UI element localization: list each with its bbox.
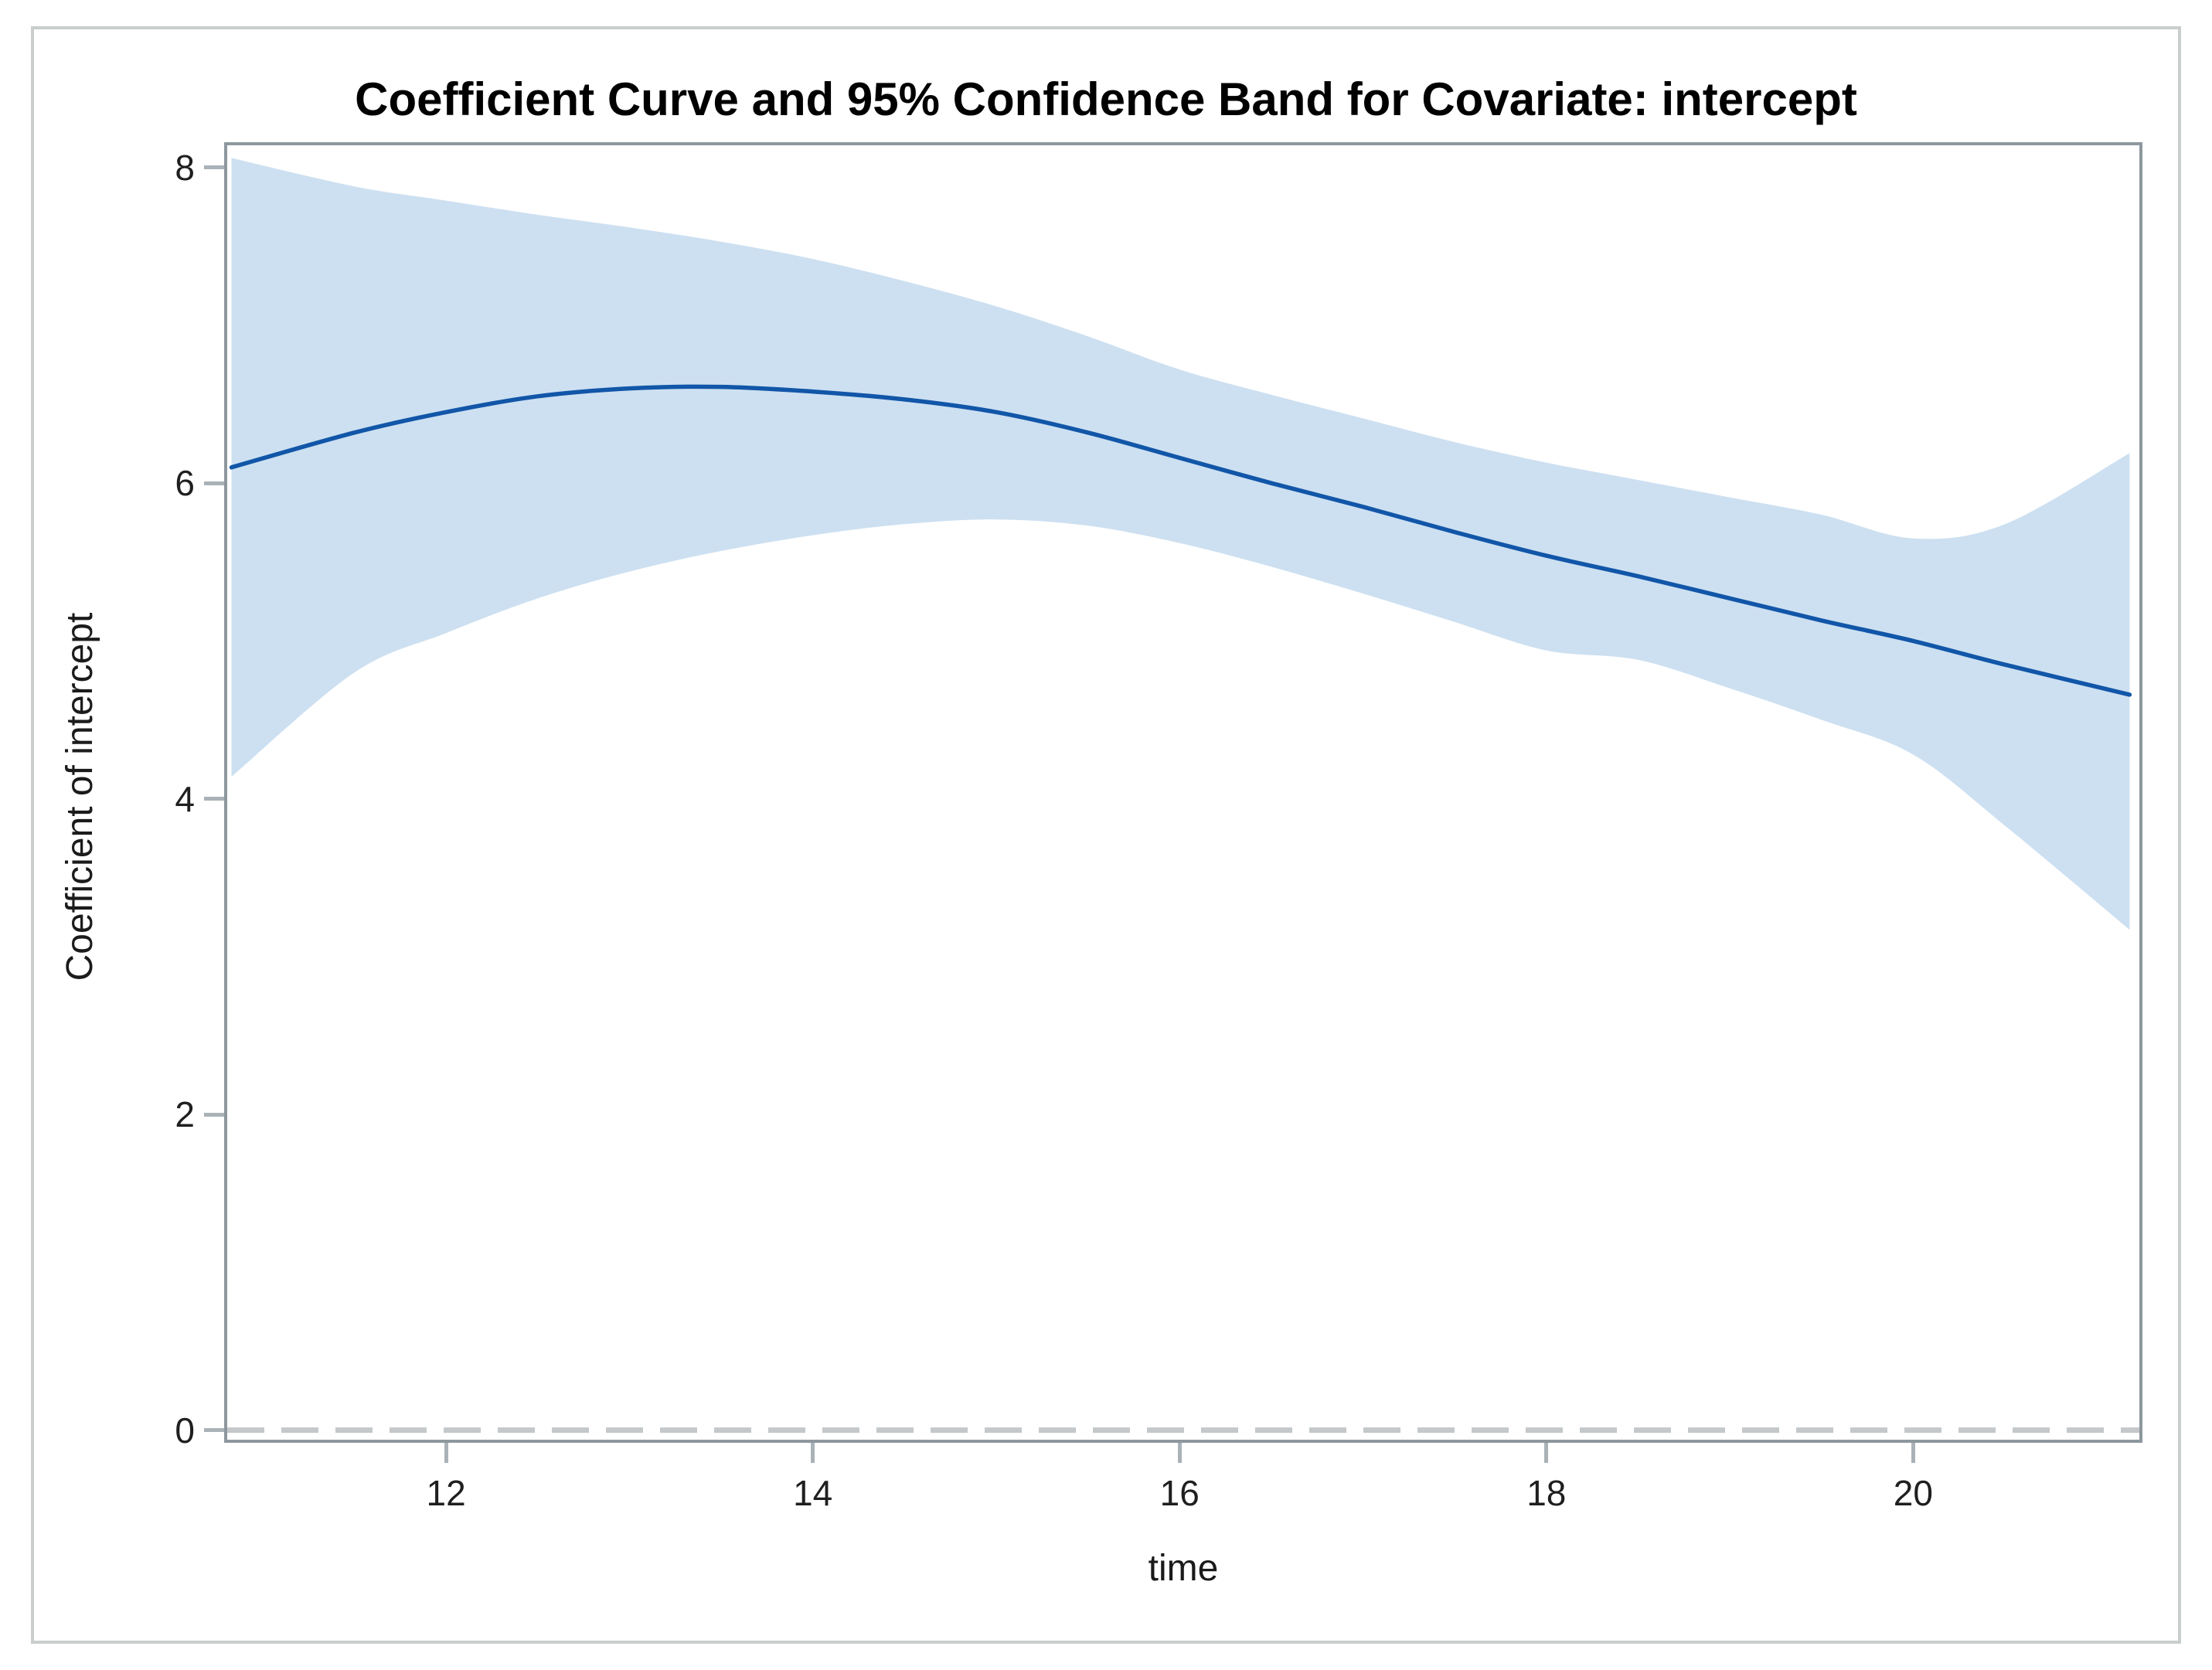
x-tick-label: 14 (793, 1473, 833, 1513)
y-tick-mark (204, 797, 224, 801)
y-tick-mark (204, 1428, 224, 1433)
chart-canvas (227, 158, 2139, 1434)
x-tick-label: 18 (1526, 1473, 1567, 1513)
chart-title: Coefficient Curve and 95% Confidence Ban… (355, 73, 1857, 125)
y-tick-mark (204, 481, 224, 485)
x-tick-label: 16 (1159, 1473, 1200, 1513)
x-tick-mark (1177, 1443, 1182, 1463)
x-tick-mark (811, 1443, 815, 1463)
y-tick-label: 0 (175, 1410, 195, 1451)
y-tick-label: 2 (175, 1094, 195, 1135)
y-tick-label: 8 (175, 147, 195, 188)
y-tick-mark (204, 1112, 224, 1117)
y-tick-label: 6 (175, 463, 195, 504)
x-tick-mark (1544, 1443, 1549, 1463)
x-tick-mark (1911, 1443, 1915, 1463)
coefficient-curve (229, 384, 2132, 697)
x-tick-mark (444, 1443, 448, 1463)
x-tick-label: 12 (426, 1473, 466, 1513)
x-axis-label: time (1148, 1548, 1219, 1589)
y-tick-label: 4 (175, 778, 195, 819)
y-tick-mark (204, 165, 224, 170)
x-tick-label: 20 (1893, 1473, 1933, 1513)
confidence-band (231, 158, 2130, 930)
